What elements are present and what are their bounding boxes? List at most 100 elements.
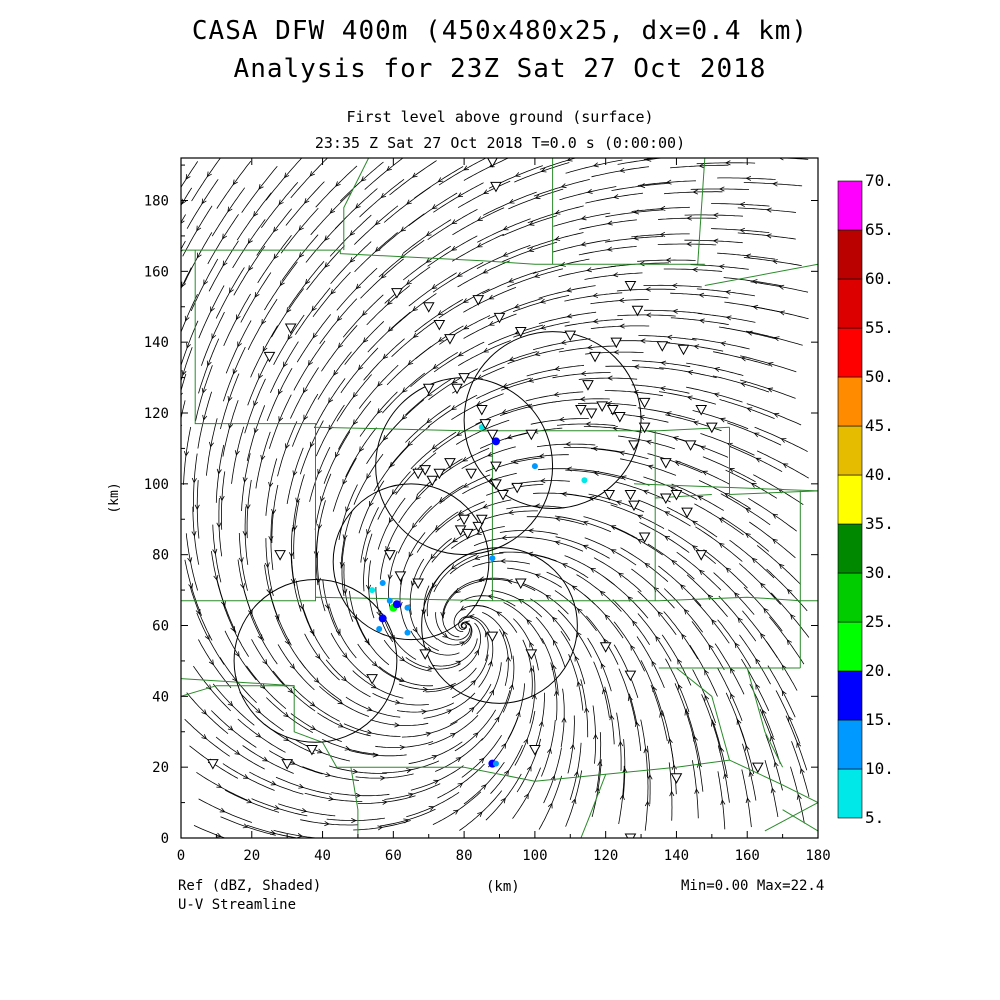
streamline (501, 241, 558, 263)
streamline-arrow (782, 463, 789, 469)
streamline (775, 690, 801, 744)
streamline (507, 268, 563, 288)
streamline-arrow (558, 416, 565, 422)
streamline (584, 594, 624, 639)
streamline-arrow (234, 749, 241, 755)
streamline-arrow (781, 690, 787, 696)
streamline-arrow (618, 297, 625, 303)
streamline (408, 272, 457, 307)
streamline-arrow (374, 246, 381, 253)
streamline (640, 719, 648, 778)
streamline-arrow (456, 431, 462, 436)
streamline (696, 288, 755, 297)
echo-cell (369, 587, 376, 594)
streamline (481, 690, 511, 741)
streamline-arrow (518, 598, 524, 604)
streamline-arrow (237, 341, 242, 348)
streamline-arrow (528, 220, 535, 226)
streamline-arrow (298, 225, 304, 231)
x-tick-label: 0 (177, 848, 185, 864)
streamline-arrow (201, 198, 207, 205)
streamline (694, 503, 744, 536)
streamline-arrow (533, 273, 540, 278)
station-marker (525, 649, 538, 660)
streamline-arrow (607, 375, 613, 381)
streamline (233, 245, 266, 296)
streamline (256, 208, 293, 256)
streamline-arrow (407, 440, 413, 447)
streamline (751, 305, 809, 320)
streamline-arrow (699, 318, 705, 324)
station-marker (514, 327, 527, 338)
streamline (302, 607, 330, 660)
streamline-arrow (551, 616, 558, 623)
streamline (344, 321, 385, 365)
streamline-arrow (292, 470, 298, 477)
streamline (612, 599, 650, 646)
streamline-arrow (619, 323, 625, 329)
streamline (342, 294, 384, 338)
streamline-arrow (788, 715, 793, 722)
streamline (201, 311, 225, 366)
streamline-arrow (329, 208, 336, 214)
streamline (220, 373, 240, 430)
streamline-arrow (389, 461, 395, 468)
streamline-arrow (681, 633, 687, 640)
station-marker (487, 158, 498, 168)
station-marker (458, 514, 470, 526)
streamline-arrow (365, 584, 372, 591)
streamline-arrow (432, 582, 437, 589)
streamline-arrow (468, 614, 475, 620)
streamline (277, 421, 298, 477)
streamline-arrow (382, 799, 388, 805)
streamline-arrow (219, 807, 226, 813)
streamline-arrow (487, 451, 493, 457)
colorbar-swatch (837, 719, 863, 770)
streamline-arrow (408, 551, 414, 558)
streamline-arrow (693, 344, 700, 350)
streamline-arrow (380, 273, 387, 279)
streamline (538, 285, 596, 299)
streamline (482, 271, 537, 295)
station-marker (659, 458, 672, 469)
streamline-arrow (184, 315, 190, 322)
streamline-arrow (309, 441, 315, 448)
streamline-arrow (633, 364, 640, 370)
streamline (756, 545, 801, 585)
colorbar-label: 15. (865, 710, 894, 729)
streamline (432, 262, 484, 293)
streamline-arrow (430, 553, 436, 560)
streamline-arrow (582, 544, 589, 550)
station-marker (695, 550, 708, 561)
streamline (439, 474, 491, 505)
streamline-arrow (210, 306, 215, 313)
streamline-arrow (196, 252, 202, 259)
streamline-arrow (691, 520, 698, 526)
min-max-label: Min=0.00 Max=22.4 (681, 878, 825, 894)
streamline (584, 272, 643, 280)
streamline (181, 187, 193, 207)
streamline-arrow (469, 706, 475, 713)
streamline (638, 499, 691, 527)
station-marker (383, 550, 396, 561)
streamline-arrow (554, 236, 561, 241)
streamline-arrow (246, 798, 253, 804)
streamline-arrow (584, 707, 590, 713)
streamline-arrow (664, 535, 671, 541)
streamline-arrow (345, 506, 351, 513)
streamline-arrow (700, 445, 706, 451)
streamline-arrow (686, 215, 692, 221)
streamline-arrow (253, 400, 258, 407)
streamline-arrow (462, 298, 469, 303)
streamline (330, 241, 372, 284)
streamline-arrow (684, 709, 690, 716)
streamline-arrow (540, 324, 547, 330)
streamline-arrow (286, 307, 292, 314)
streamline (238, 532, 248, 591)
streamline-arrow (352, 392, 358, 398)
streamline-arrow (523, 793, 529, 800)
x-tick-label: 180 (805, 848, 830, 864)
station-marker (525, 429, 538, 441)
streamline (514, 162, 570, 183)
streamline (265, 458, 278, 516)
